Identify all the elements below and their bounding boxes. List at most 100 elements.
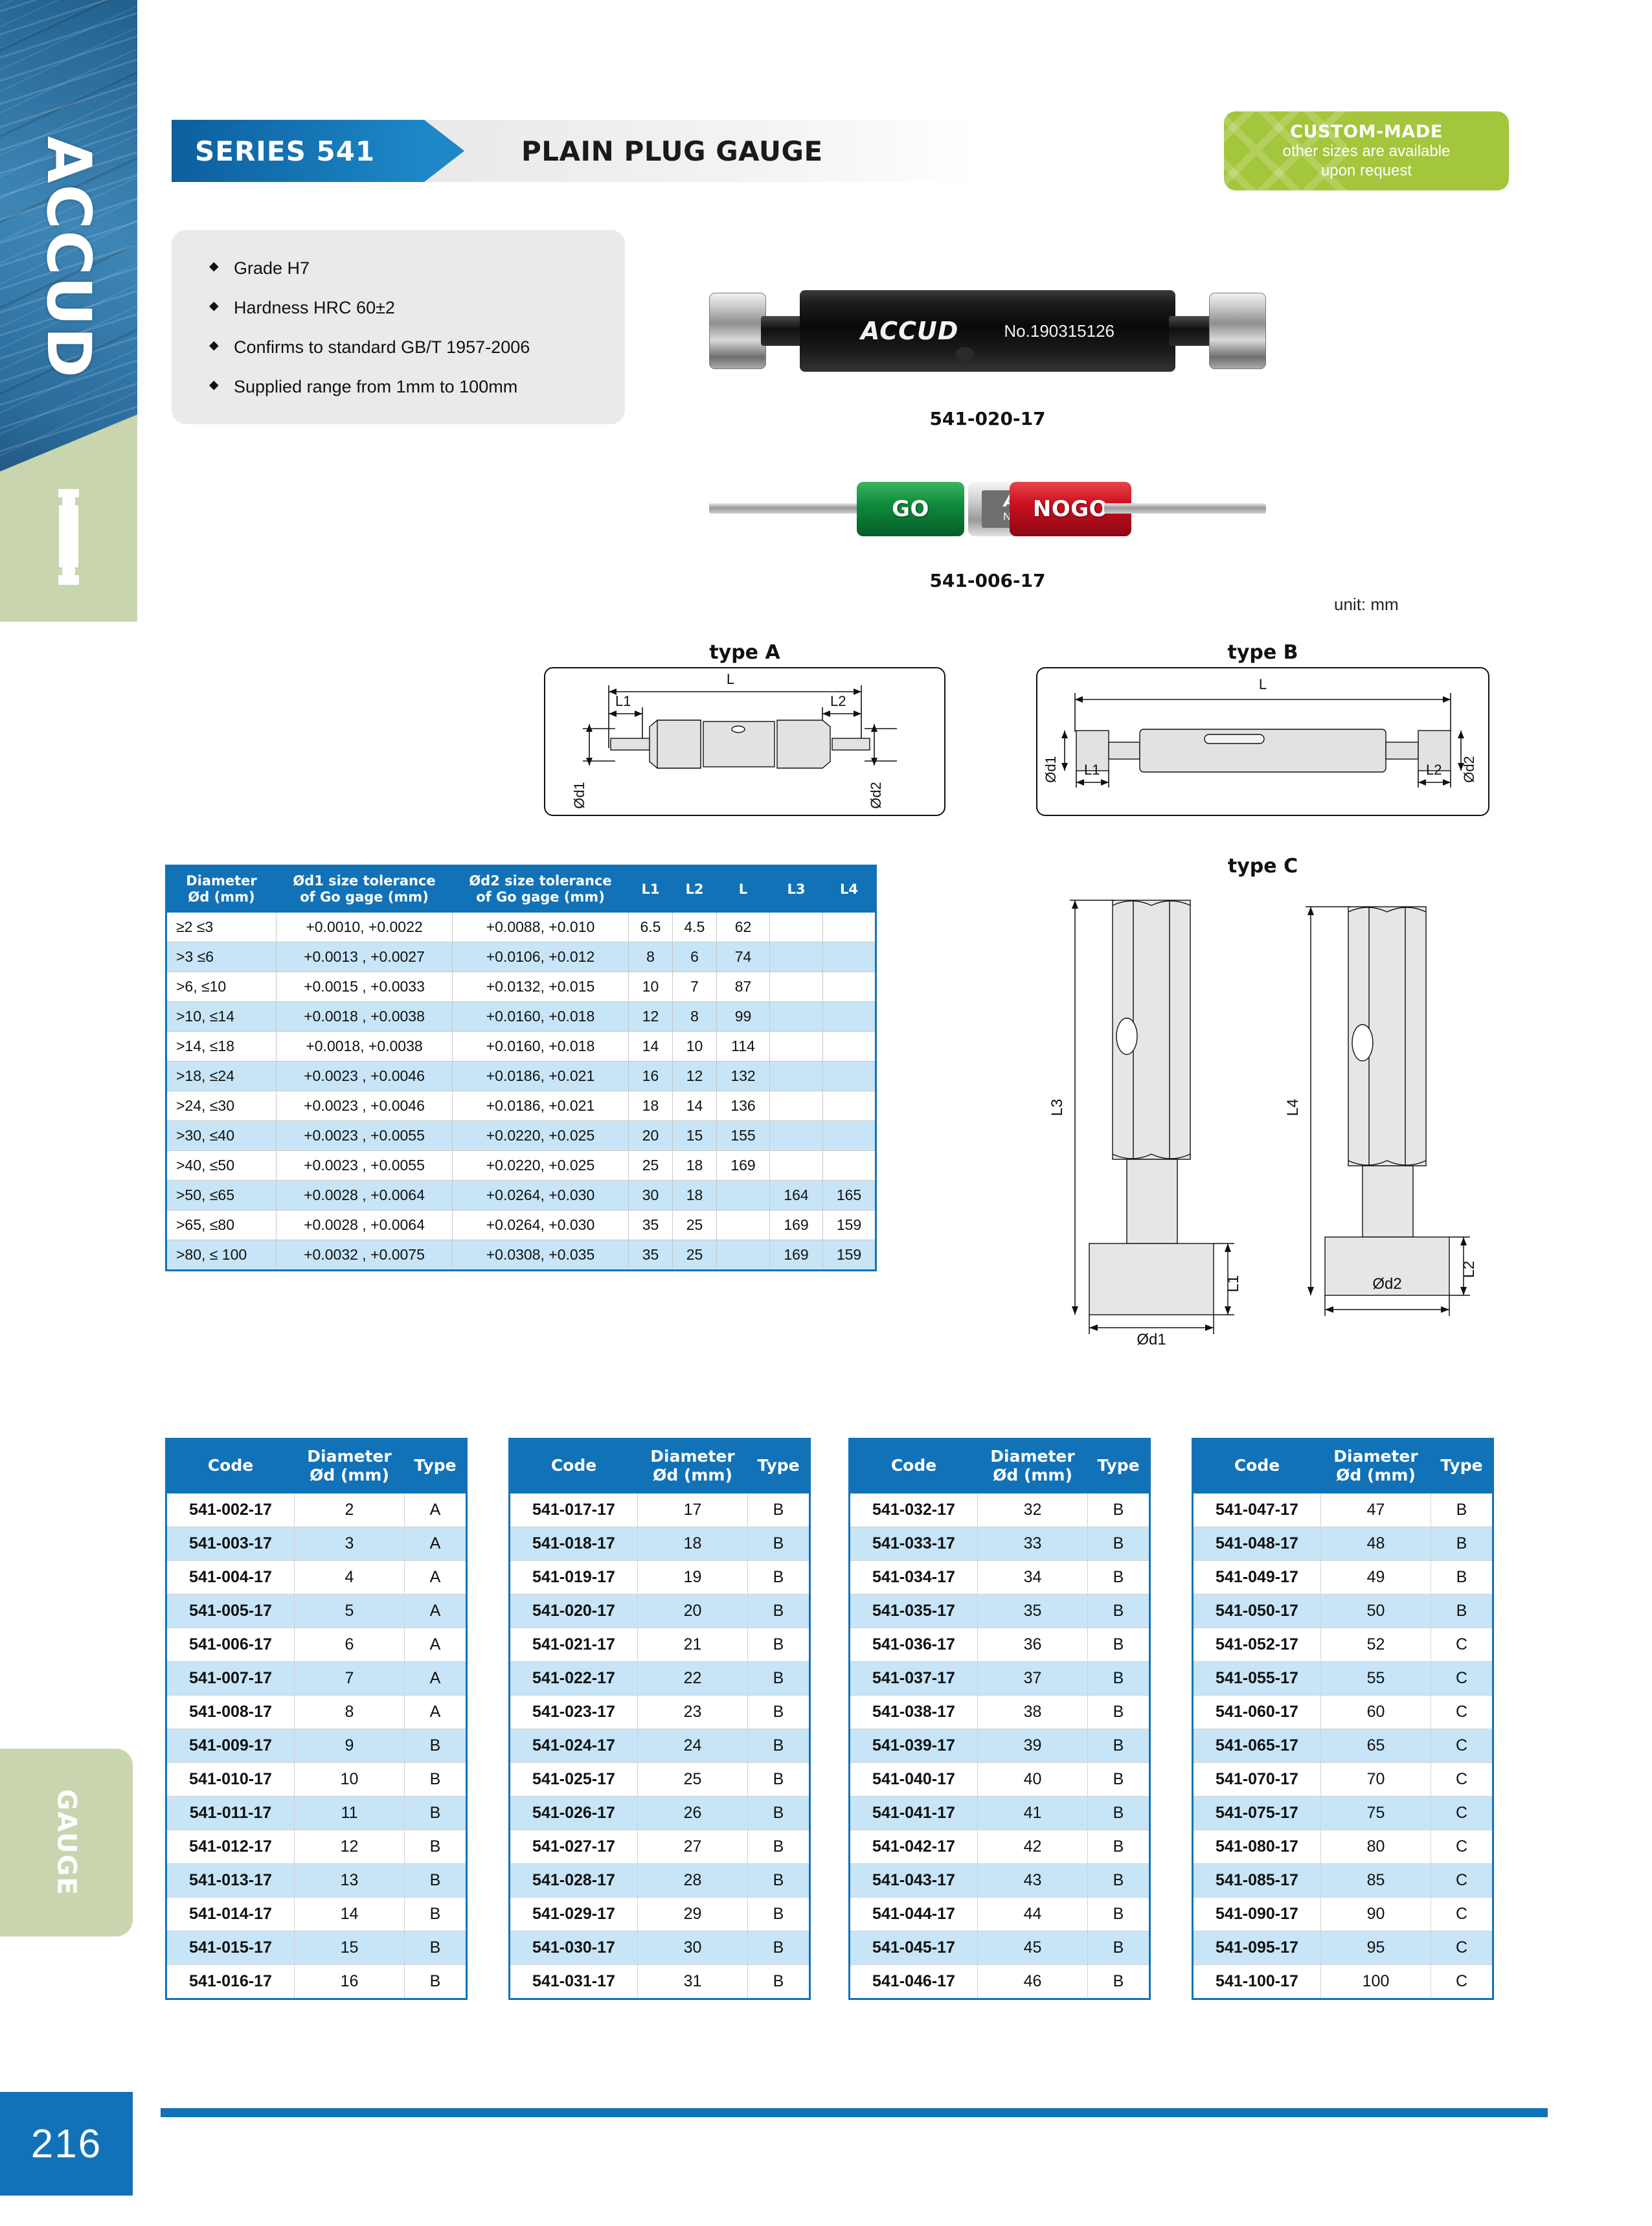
product-title-bar: PLAIN PLUG GAUGE — [424, 120, 975, 182]
unit-label: unit: mm — [1334, 595, 1399, 614]
cell-L3 — [769, 942, 823, 973]
cell-code: 541-044-17 — [849, 1896, 978, 1931]
cell-d1: +0.0028 , +0.0064 — [276, 1180, 453, 1211]
col-header-code: Code — [849, 1438, 978, 1493]
cell-dia: 29 — [637, 1896, 748, 1931]
cell-L4 — [822, 971, 876, 1003]
table-row: 541-021-17 21 B — [509, 1627, 810, 1662]
cell-type: A — [404, 1661, 467, 1696]
cell-code: 541-002-17 — [166, 1492, 295, 1527]
dim-label-d1: Ød1 — [1137, 1331, 1166, 1347]
cell-d1: +0.0015 , +0.0033 — [276, 971, 453, 1003]
diagram-type-c: L3 L1 Ød1 — [1048, 900, 1478, 1347]
cell-code: 541-017-17 — [509, 1492, 638, 1527]
cell-dia: 32 — [977, 1492, 1088, 1527]
col-header-diameter: Diameter Ød (mm) — [166, 865, 277, 913]
cell-code: 541-042-17 — [849, 1829, 978, 1864]
cell-dia: 17 — [637, 1492, 748, 1527]
dim-label-L3: L3 — [1048, 1099, 1066, 1117]
cell-L1: 35 — [628, 1240, 673, 1271]
dim-label-d2: Ød2 — [868, 782, 884, 809]
cell-d2: +0.0220, +0.025 — [452, 1150, 629, 1181]
gauge-hole — [955, 347, 975, 361]
cell-code: 541-015-17 — [166, 1930, 295, 1965]
cell-code: 541-052-17 — [1192, 1627, 1321, 1662]
cell-code: 541-023-17 — [509, 1694, 638, 1729]
table-row: 541-036-17 36 B — [849, 1627, 1150, 1662]
code-table-4: Code Diameter Ød (mm) Type 541-047-17 47 B 5… — [1192, 1438, 1494, 2000]
cell-code: 541-049-17 — [1192, 1560, 1321, 1595]
table-row: 541-002-17 2 A — [166, 1492, 467, 1527]
cell-type: B — [747, 1930, 810, 1965]
table-row: 541-080-17 80 C — [1192, 1829, 1493, 1864]
table-row: >80, ≤ 100 +0.0032 , +0.0075 +0.0308, +0.0… — [166, 1240, 876, 1271]
cell-d2: +0.0160, +0.018 — [452, 1031, 629, 1062]
features-panel: Grade H7 Hardness HRC 60±2 Confirms to s… — [172, 230, 625, 424]
dim-label-L4: L4 — [1284, 1099, 1302, 1117]
col-header-L1: L1 — [628, 865, 673, 913]
col-header-diameter: Diameter Ød (mm) — [637, 1438, 748, 1493]
cell-L1: 35 — [628, 1210, 673, 1241]
cell-L2: 4.5 — [672, 912, 717, 943]
cell-dia: 50 — [1320, 1593, 1431, 1628]
table-header-row: Diameter Ød (mm) Ød1 size tolerance of Go … — [166, 865, 876, 913]
dim-label-d1: Ød1 — [1043, 756, 1059, 783]
table-row: 541-048-17 48 B — [1192, 1526, 1493, 1561]
cell-L2: 25 — [672, 1240, 717, 1271]
cell-dia: 22 — [637, 1661, 748, 1696]
cell-d2: +0.0106, +0.012 — [452, 942, 629, 973]
gauge-pin-left — [709, 503, 871, 514]
cell-type: B — [747, 1661, 810, 1696]
cell-dia: >24, ≤30 — [166, 1091, 277, 1122]
cell-L4 — [822, 1031, 876, 1062]
col-header-diameter: Diameter Ød (mm) — [1320, 1438, 1431, 1493]
product-photo-plug-gauge-black: ACCUD No.190315126 — [709, 285, 1266, 376]
cell-L3: 169 — [769, 1210, 823, 1241]
dim-label-L1: L1 — [615, 693, 631, 709]
table-row: 541-052-17 52 C — [1192, 1627, 1493, 1662]
cell-type: C — [1431, 1896, 1493, 1931]
cell-dia: 16 — [294, 1964, 405, 1999]
cell-L2: 14 — [672, 1091, 717, 1122]
cell-d2: +0.0264, +0.030 — [452, 1180, 629, 1211]
cell-L2: 15 — [672, 1120, 717, 1152]
cell-type: B — [1087, 1694, 1150, 1729]
cell-dia: 41 — [977, 1795, 1088, 1830]
table-row: 541-008-17 8 A — [166, 1694, 467, 1729]
cell-dia: 11 — [294, 1795, 405, 1830]
cell-dia: 85 — [1320, 1863, 1431, 1898]
dim-label-d2: Ød2 — [1461, 756, 1477, 783]
product-caption: 541-020-17 — [929, 408, 1046, 429]
cell-type: B — [1087, 1593, 1150, 1628]
cell-dia: >40, ≤50 — [166, 1150, 277, 1181]
cell-L3: 169 — [769, 1240, 823, 1271]
dim-label-L: L — [727, 671, 734, 687]
col-header-type: Type — [404, 1438, 467, 1493]
dim-label-L1: L1 — [1225, 1275, 1242, 1293]
cell-dia: >3 ≤6 — [166, 942, 277, 973]
cell-code: 541-041-17 — [849, 1795, 978, 1830]
cell-L2: 18 — [672, 1150, 717, 1181]
cell-L: 132 — [716, 1061, 770, 1092]
cell-dia: 35 — [977, 1593, 1088, 1628]
cell-code: 541-047-17 — [1192, 1492, 1321, 1527]
cell-type: B — [1087, 1829, 1150, 1864]
cell-dia: 100 — [1320, 1964, 1431, 1999]
table-row: 541-045-17 45 B — [849, 1930, 1150, 1965]
gauge-brand-label: ACCUD — [860, 317, 959, 345]
cell-L2: 6 — [672, 942, 717, 973]
cell-d1: +0.0023 , +0.0055 — [276, 1150, 453, 1181]
table-row: 541-029-17 29 B — [509, 1896, 810, 1931]
cell-code: 541-050-17 — [1192, 1593, 1321, 1628]
cell-L2: 18 — [672, 1180, 717, 1211]
cell-L3 — [769, 1001, 823, 1032]
cell-L1: 20 — [628, 1120, 673, 1152]
cell-code: 541-095-17 — [1192, 1930, 1321, 1965]
cell-dia: 60 — [1320, 1694, 1431, 1729]
table-row: 541-039-17 39 B — [849, 1728, 1150, 1763]
cell-type: B — [404, 1728, 467, 1763]
table-row: 541-042-17 42 B — [849, 1829, 1150, 1864]
cell-d1: +0.0032 , +0.0075 — [276, 1240, 453, 1271]
cell-code: 541-026-17 — [509, 1795, 638, 1830]
cell-type: B — [747, 1896, 810, 1931]
